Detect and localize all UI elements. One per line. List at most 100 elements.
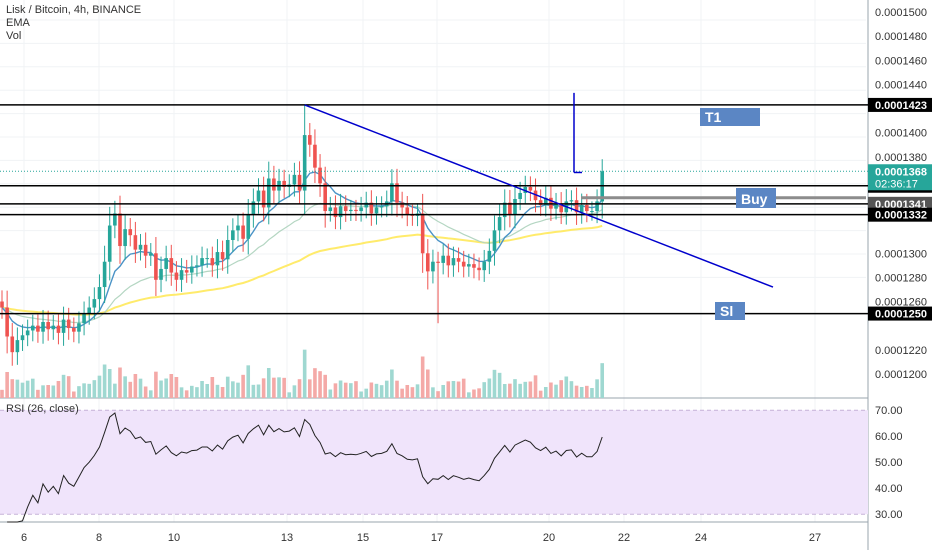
candle xyxy=(107,206,112,281)
candle-body xyxy=(246,214,251,239)
candle xyxy=(461,250,466,278)
candle-body xyxy=(154,253,158,280)
price-tick-label: 0.0001380 xyxy=(875,152,927,164)
volume-bar xyxy=(113,383,117,398)
candle-body xyxy=(425,253,430,272)
volume-bar xyxy=(354,381,358,398)
candle xyxy=(313,129,317,184)
level-price-tag xyxy=(868,196,932,211)
volume-bar xyxy=(205,384,209,398)
annotation-box xyxy=(736,188,776,208)
candle-body xyxy=(36,325,40,332)
candle xyxy=(364,191,369,219)
candle-body xyxy=(482,261,487,271)
volume-bar xyxy=(359,391,363,398)
volume-bar xyxy=(441,385,445,398)
candle-body xyxy=(333,207,338,218)
candle-body xyxy=(272,178,276,191)
volume-bar xyxy=(56,381,61,398)
volume-bar xyxy=(61,374,66,398)
candle-body xyxy=(72,328,76,332)
candle xyxy=(518,181,522,211)
volume-bar xyxy=(210,377,215,398)
candle-body xyxy=(143,244,148,256)
candle-body xyxy=(431,261,435,272)
candle-body xyxy=(51,325,56,330)
candle-body xyxy=(318,167,322,184)
level-price-label: 0.0001423 xyxy=(868,97,932,112)
time-tick-label: 22 xyxy=(618,532,630,544)
candle-body xyxy=(369,202,374,214)
candle xyxy=(472,253,476,279)
candle xyxy=(241,212,245,252)
candle-body xyxy=(66,319,71,329)
candle-body xyxy=(159,268,163,280)
candle xyxy=(20,324,25,351)
volume-bar xyxy=(241,374,245,398)
volume-bar xyxy=(374,383,379,398)
candle xyxy=(118,195,122,264)
candle-body xyxy=(374,207,379,214)
volume-bar xyxy=(179,387,184,398)
candle xyxy=(143,232,148,269)
candle xyxy=(359,196,363,222)
volume-bar xyxy=(159,380,163,398)
annotation-buy: Buy xyxy=(736,188,776,208)
price-tick-label: 0.0001280 xyxy=(875,272,927,284)
volume-bar xyxy=(518,383,522,398)
chart-legend: Lisk / Bitcoin, 4h, BINANCE EMA Vol xyxy=(6,4,141,43)
price-tick-label: 0.0001200 xyxy=(875,369,927,381)
candle-body xyxy=(169,258,174,273)
candle xyxy=(61,306,66,346)
volume-bar xyxy=(128,381,133,398)
candle xyxy=(25,319,30,347)
volume-bar xyxy=(138,378,143,398)
candle xyxy=(379,196,384,218)
volume-bar xyxy=(277,377,281,398)
rsi-tick-label: 40.00 xyxy=(875,483,903,495)
candle xyxy=(569,190,574,212)
candle-body xyxy=(251,201,256,215)
candle xyxy=(190,255,194,284)
candle-body xyxy=(225,240,230,260)
candle xyxy=(15,327,20,365)
time-tick-label: 20 xyxy=(543,532,555,544)
candle xyxy=(282,169,286,199)
candle-body xyxy=(118,213,122,247)
volume-bar xyxy=(369,382,374,398)
legend-title: Lisk / Bitcoin, 4h, BINANCE xyxy=(6,4,142,16)
volume-bar xyxy=(384,380,389,398)
volume-bar xyxy=(323,374,327,398)
volume-bar xyxy=(215,384,220,398)
candle xyxy=(446,243,451,278)
volume-bars xyxy=(0,349,605,398)
candle-body xyxy=(559,203,563,213)
candle-body xyxy=(30,325,35,331)
volume-bar xyxy=(292,385,297,398)
candle-body xyxy=(25,330,30,336)
candle xyxy=(343,195,348,222)
candle xyxy=(77,311,81,344)
volume-bar xyxy=(66,376,71,398)
candle xyxy=(138,233,143,261)
time-tick-label: 10 xyxy=(168,532,180,544)
candle xyxy=(292,162,297,197)
candle-body xyxy=(190,266,194,273)
candle-body xyxy=(266,178,271,208)
level-price-label: 0.0001332 xyxy=(868,207,932,222)
candle-body xyxy=(200,258,204,266)
candle-body xyxy=(477,267,481,271)
candle-body xyxy=(148,253,153,256)
volume-bar xyxy=(0,389,4,398)
volume-bar xyxy=(118,367,122,398)
candle-body xyxy=(128,229,133,236)
volume-bar xyxy=(246,365,251,398)
candle-body xyxy=(241,225,245,239)
ema-slow-line xyxy=(1,202,603,324)
volume-bar xyxy=(302,349,307,398)
candle-body xyxy=(338,206,343,218)
volume-bar xyxy=(231,381,235,398)
candle-body xyxy=(349,209,353,212)
